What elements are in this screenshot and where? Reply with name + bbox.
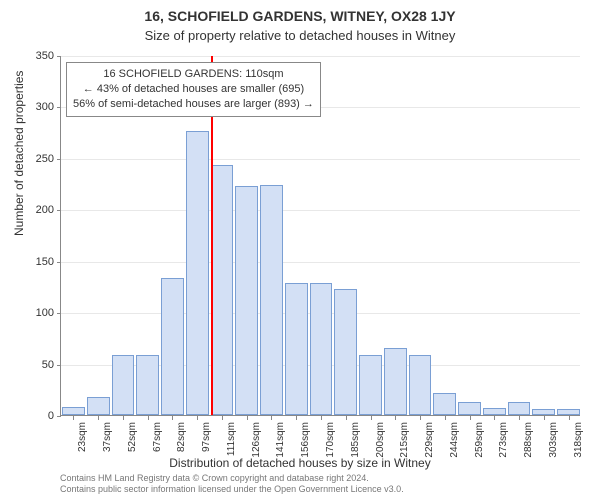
- x-tick-label: 111sqm: [226, 422, 237, 456]
- x-tick-mark: [470, 416, 471, 420]
- histogram-bar: [186, 131, 209, 415]
- x-tick-label: 185sqm: [350, 422, 361, 458]
- annotation-line: 56% of semi-detached houses are larger (…: [73, 97, 314, 112]
- y-tick-label: 150: [24, 256, 54, 268]
- x-tick-mark: [172, 416, 173, 420]
- x-tick-mark: [371, 416, 372, 420]
- y-tick-label: 0: [24, 410, 54, 422]
- x-tick-label: 97sqm: [201, 422, 212, 452]
- x-tick-mark: [271, 416, 272, 420]
- x-tick-mark: [395, 416, 396, 420]
- x-tick-label: 170sqm: [325, 422, 336, 458]
- y-tick-label: 350: [24, 50, 54, 62]
- x-tick-mark: [148, 416, 149, 420]
- x-tick-mark: [123, 416, 124, 420]
- x-tick-label: 318sqm: [573, 422, 584, 458]
- x-tick-label: 215sqm: [399, 422, 410, 458]
- x-tick-label: 288sqm: [523, 422, 534, 458]
- y-tick-mark: [57, 416, 61, 417]
- y-tick-label: 50: [24, 359, 54, 371]
- histogram-bar: [409, 355, 432, 415]
- x-tick-label: 273sqm: [498, 422, 509, 458]
- x-tick-mark: [73, 416, 74, 420]
- x-tick-label: 244sqm: [449, 422, 460, 458]
- x-axis-label: Distribution of detached houses by size …: [0, 456, 600, 470]
- histogram-bar: [532, 409, 555, 415]
- x-tick-mark: [346, 416, 347, 420]
- y-tick-label: 300: [24, 101, 54, 113]
- x-tick-mark: [494, 416, 495, 420]
- histogram-bar: [310, 283, 333, 415]
- x-tick-mark: [445, 416, 446, 420]
- y-tick-mark: [57, 365, 61, 366]
- x-tick-label: 82sqm: [176, 422, 187, 452]
- x-tick-mark: [98, 416, 99, 420]
- histogram-bar: [161, 278, 184, 415]
- histogram-bar: [136, 355, 159, 415]
- footer-attribution: Contains HM Land Registry data © Crown c…: [60, 473, 404, 496]
- footer-line-1: Contains HM Land Registry data © Crown c…: [60, 473, 404, 485]
- histogram-bar: [112, 355, 135, 415]
- page-subtitle: Size of property relative to detached ho…: [0, 24, 600, 43]
- x-tick-mark: [544, 416, 545, 420]
- histogram-bar: [62, 407, 85, 415]
- x-tick-mark: [420, 416, 421, 420]
- x-tick-mark: [569, 416, 570, 420]
- x-tick-mark: [321, 416, 322, 420]
- gridline: [61, 262, 580, 263]
- footer-line-2: Contains public sector information licen…: [60, 484, 404, 496]
- x-tick-label: 141sqm: [275, 422, 286, 458]
- annotation-box: 16 SCHOFIELD GARDENS: 110sqm← 43% of det…: [66, 62, 321, 117]
- x-tick-mark: [197, 416, 198, 420]
- x-tick-label: 67sqm: [152, 422, 163, 452]
- y-tick-label: 100: [24, 307, 54, 319]
- header: 16, SCHOFIELD GARDENS, WITNEY, OX28 1JY …: [0, 0, 600, 43]
- histogram-bar: [211, 165, 234, 415]
- histogram-bar: [508, 402, 531, 415]
- x-tick-label: 23sqm: [77, 422, 88, 452]
- annotation-line: 16 SCHOFIELD GARDENS: 110sqm: [73, 67, 314, 82]
- histogram-bar: [260, 185, 283, 415]
- annotation-line: ← 43% of detached houses are smaller (69…: [73, 82, 314, 97]
- gridline: [61, 56, 580, 57]
- x-tick-label: 229sqm: [424, 422, 435, 458]
- y-tick-label: 200: [24, 204, 54, 216]
- x-tick-mark: [222, 416, 223, 420]
- x-tick-label: 156sqm: [300, 422, 311, 458]
- x-tick-label: 52sqm: [127, 422, 138, 452]
- histogram-bar: [235, 186, 258, 415]
- x-tick-label: 303sqm: [548, 422, 559, 458]
- histogram-bar: [384, 348, 407, 415]
- x-tick-label: 200sqm: [375, 422, 386, 458]
- histogram-bar: [285, 283, 308, 415]
- y-tick-mark: [57, 313, 61, 314]
- histogram-bar: [87, 397, 110, 416]
- histogram-bar: [557, 409, 580, 415]
- histogram-bar: [458, 402, 481, 415]
- page-title: 16, SCHOFIELD GARDENS, WITNEY, OX28 1JY: [0, 0, 600, 24]
- y-tick-mark: [57, 107, 61, 108]
- x-tick-mark: [247, 416, 248, 420]
- histogram-bar: [433, 393, 456, 415]
- y-tick-mark: [57, 56, 61, 57]
- y-tick-mark: [57, 210, 61, 211]
- histogram-bar: [334, 289, 357, 416]
- x-tick-label: 37sqm: [102, 422, 113, 452]
- histogram-bar: [483, 408, 506, 415]
- x-tick-label: 126sqm: [251, 422, 262, 458]
- gridline: [61, 159, 580, 160]
- y-tick-mark: [57, 159, 61, 160]
- x-tick-label: 259sqm: [474, 422, 485, 458]
- y-tick-label: 250: [24, 153, 54, 165]
- x-tick-mark: [296, 416, 297, 420]
- x-tick-mark: [519, 416, 520, 420]
- gridline: [61, 210, 580, 211]
- y-tick-mark: [57, 262, 61, 263]
- histogram-bar: [359, 355, 382, 415]
